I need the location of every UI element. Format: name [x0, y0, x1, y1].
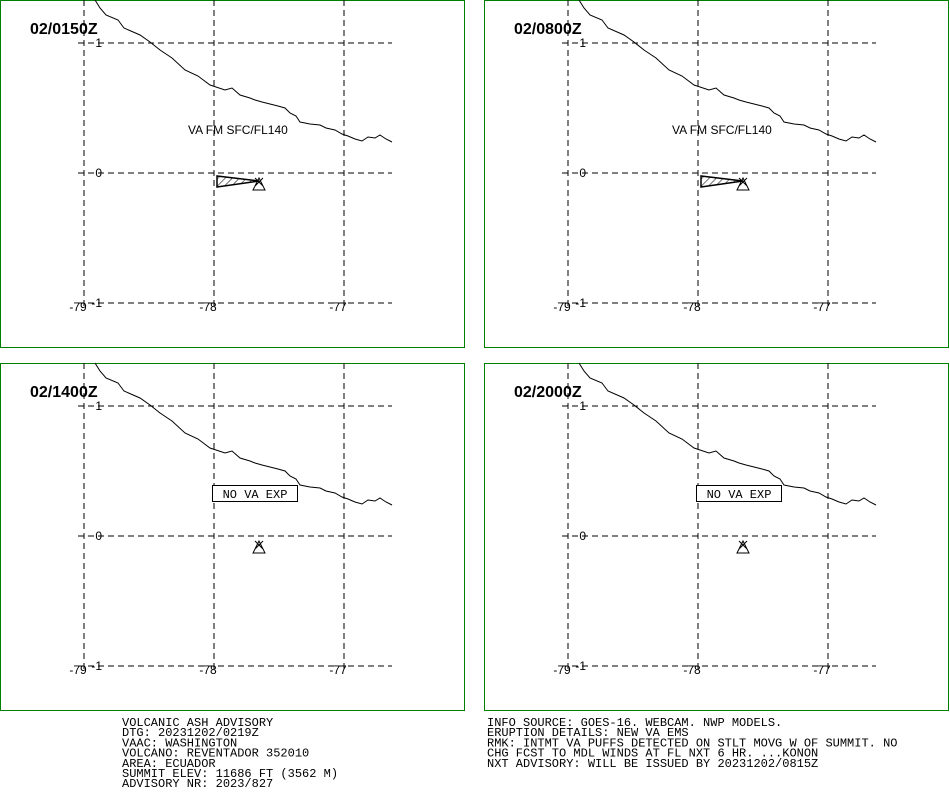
ash-area: [700, 175, 744, 188]
volcano-symbol: [252, 539, 266, 554]
lon-label: -78: [199, 663, 217, 677]
lat-label: 1: [579, 399, 586, 413]
ash-area: [216, 175, 260, 188]
panel-frame: [484, 363, 949, 711]
valid-time: 02/0150Z: [30, 21, 98, 38]
lat-label: -1: [575, 659, 586, 673]
annotation-box: [212, 485, 298, 502]
advisory-line: VAAC: WASHINGTON: [122, 736, 237, 750]
lat-label: 1: [95, 399, 102, 413]
ash-annotation: VA FM SFC/FL140: [672, 123, 772, 137]
lon-label: -77: [813, 300, 831, 314]
advisory-line: ERUPTION DETAILS: NEW VA EMS: [487, 726, 689, 740]
lat-label: 1: [95, 36, 102, 50]
map-panel: 1 0 -1 -79 -78 -77 02/0150Z VA FM SFC/FL140: [0, 0, 465, 348]
no-ash-annotation: NO VA EXP: [223, 488, 288, 502]
valid-time: 02/0800Z: [514, 21, 582, 38]
volcano-symbol: [252, 176, 266, 191]
lat-label: 0: [579, 166, 586, 180]
advisory-line: CHG FCST TO MDL WINDS AT FL NXT 6 HR. ..…: [487, 747, 818, 761]
lon-label: -79: [553, 663, 571, 677]
panel-frame: [0, 363, 465, 711]
lon-label: -79: [69, 300, 87, 314]
map-panel: 1 0 -1 -79 -78 -77 02/0800Z VA FM SFC/FL140: [484, 0, 949, 348]
lat-label: 0: [95, 529, 102, 543]
volcano-symbol: [736, 176, 750, 191]
lon-label: -79: [69, 663, 87, 677]
lon-label: -77: [329, 663, 347, 677]
valid-time: 02/2000Z: [514, 384, 582, 401]
volcano-symbol: [736, 539, 750, 554]
lat-label: 0: [95, 166, 102, 180]
advisory-line: NXT ADVISORY: WILL BE ISSUED BY 20231202…: [487, 757, 818, 771]
map-panel: 1 0 -1 -79 -78 -77 02/2000Z NO VA EXP: [484, 362, 949, 711]
lat-label: -1: [91, 659, 102, 673]
lat-label: -1: [575, 296, 586, 310]
lon-label: -79: [553, 300, 571, 314]
lon-label: -77: [813, 663, 831, 677]
panel-frame: [484, 0, 949, 348]
lat-label: -1: [91, 296, 102, 310]
lon-label: -77: [329, 300, 347, 314]
advisory-line: INFO SOURCE: GOES-16. WEBCAM. NWP MODELS…: [487, 716, 782, 730]
advisory-line: VOLCANIC ASH ADVISORY: [122, 716, 273, 730]
advisory-line: AREA: ECUADOR: [122, 757, 216, 771]
advisory-line: ADVISORY NR: 2023/827: [122, 777, 273, 791]
coastline: [578, 362, 877, 506]
lon-label: -78: [683, 663, 701, 677]
valid-time: 02/1400Z: [30, 384, 98, 401]
lon-label: -78: [683, 300, 701, 314]
map-panel: 1 0 -1 -79 -78 -77 02/1400Z NO VA EXP: [0, 362, 465, 711]
advisory-line: SUMMIT ELEV: 11686 FT (3562 M): [122, 767, 338, 781]
advisory-line: RMK: INTMT VA PUFFS DETECTED ON STLT MOV…: [487, 736, 897, 750]
lat-label: 0: [579, 529, 586, 543]
no-ash-annotation: NO VA EXP: [707, 488, 772, 502]
lat-label: 1: [579, 36, 586, 50]
advisory-line: DTG: 20231202/0219Z: [122, 726, 259, 740]
coastline: [578, 0, 877, 143]
panel-frame: [0, 0, 465, 348]
coastline: [94, 362, 393, 506]
coastline: [94, 0, 393, 143]
lon-label: -78: [199, 300, 217, 314]
advisory-line: VOLCANO: REVENTADOR 352010: [122, 747, 309, 761]
annotation-box: [696, 485, 782, 502]
ash-annotation: VA FM SFC/FL140: [188, 123, 288, 137]
